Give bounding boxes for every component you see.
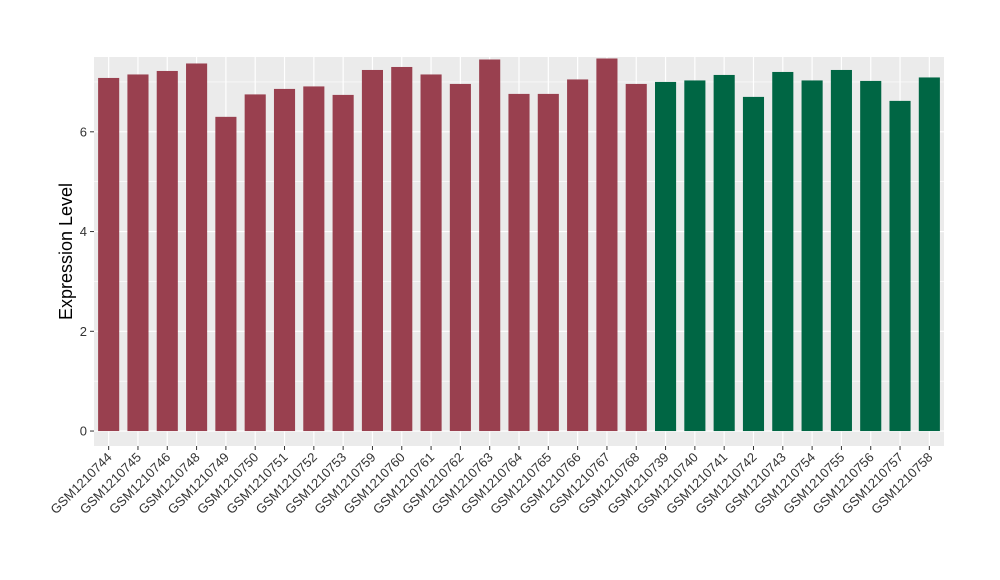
y-tick-label: 2: [80, 324, 87, 339]
bar: [713, 74, 735, 432]
bar: [98, 77, 120, 432]
bar: [860, 80, 882, 432]
bar: [537, 93, 559, 432]
bar: [625, 83, 647, 432]
bar: [801, 80, 823, 432]
y-tick-label: 0: [80, 424, 87, 439]
bar: [186, 63, 208, 432]
bar: [508, 93, 530, 432]
y-axis-title: Expression Level: [56, 183, 76, 320]
bars: [98, 58, 940, 432]
bar: [244, 94, 266, 432]
bar: [479, 59, 501, 432]
y-tick-label: 6: [80, 124, 87, 139]
bar: [391, 66, 413, 432]
bar: [567, 79, 589, 432]
bar: [596, 58, 618, 432]
y-tick-label: 4: [80, 224, 87, 239]
bar: [830, 69, 852, 432]
bar: [361, 69, 383, 432]
bar: [772, 71, 794, 432]
bar: [156, 70, 178, 432]
bar: [684, 80, 706, 432]
bar: [273, 88, 296, 432]
bar: [215, 116, 237, 432]
bar: [420, 74, 442, 432]
bar: [303, 86, 325, 432]
bar: [449, 83, 471, 432]
bar: [889, 100, 911, 432]
bar: [655, 81, 677, 432]
bar: [332, 94, 354, 432]
bar: [742, 96, 765, 432]
bar: [918, 77, 940, 432]
bar: [127, 74, 149, 432]
